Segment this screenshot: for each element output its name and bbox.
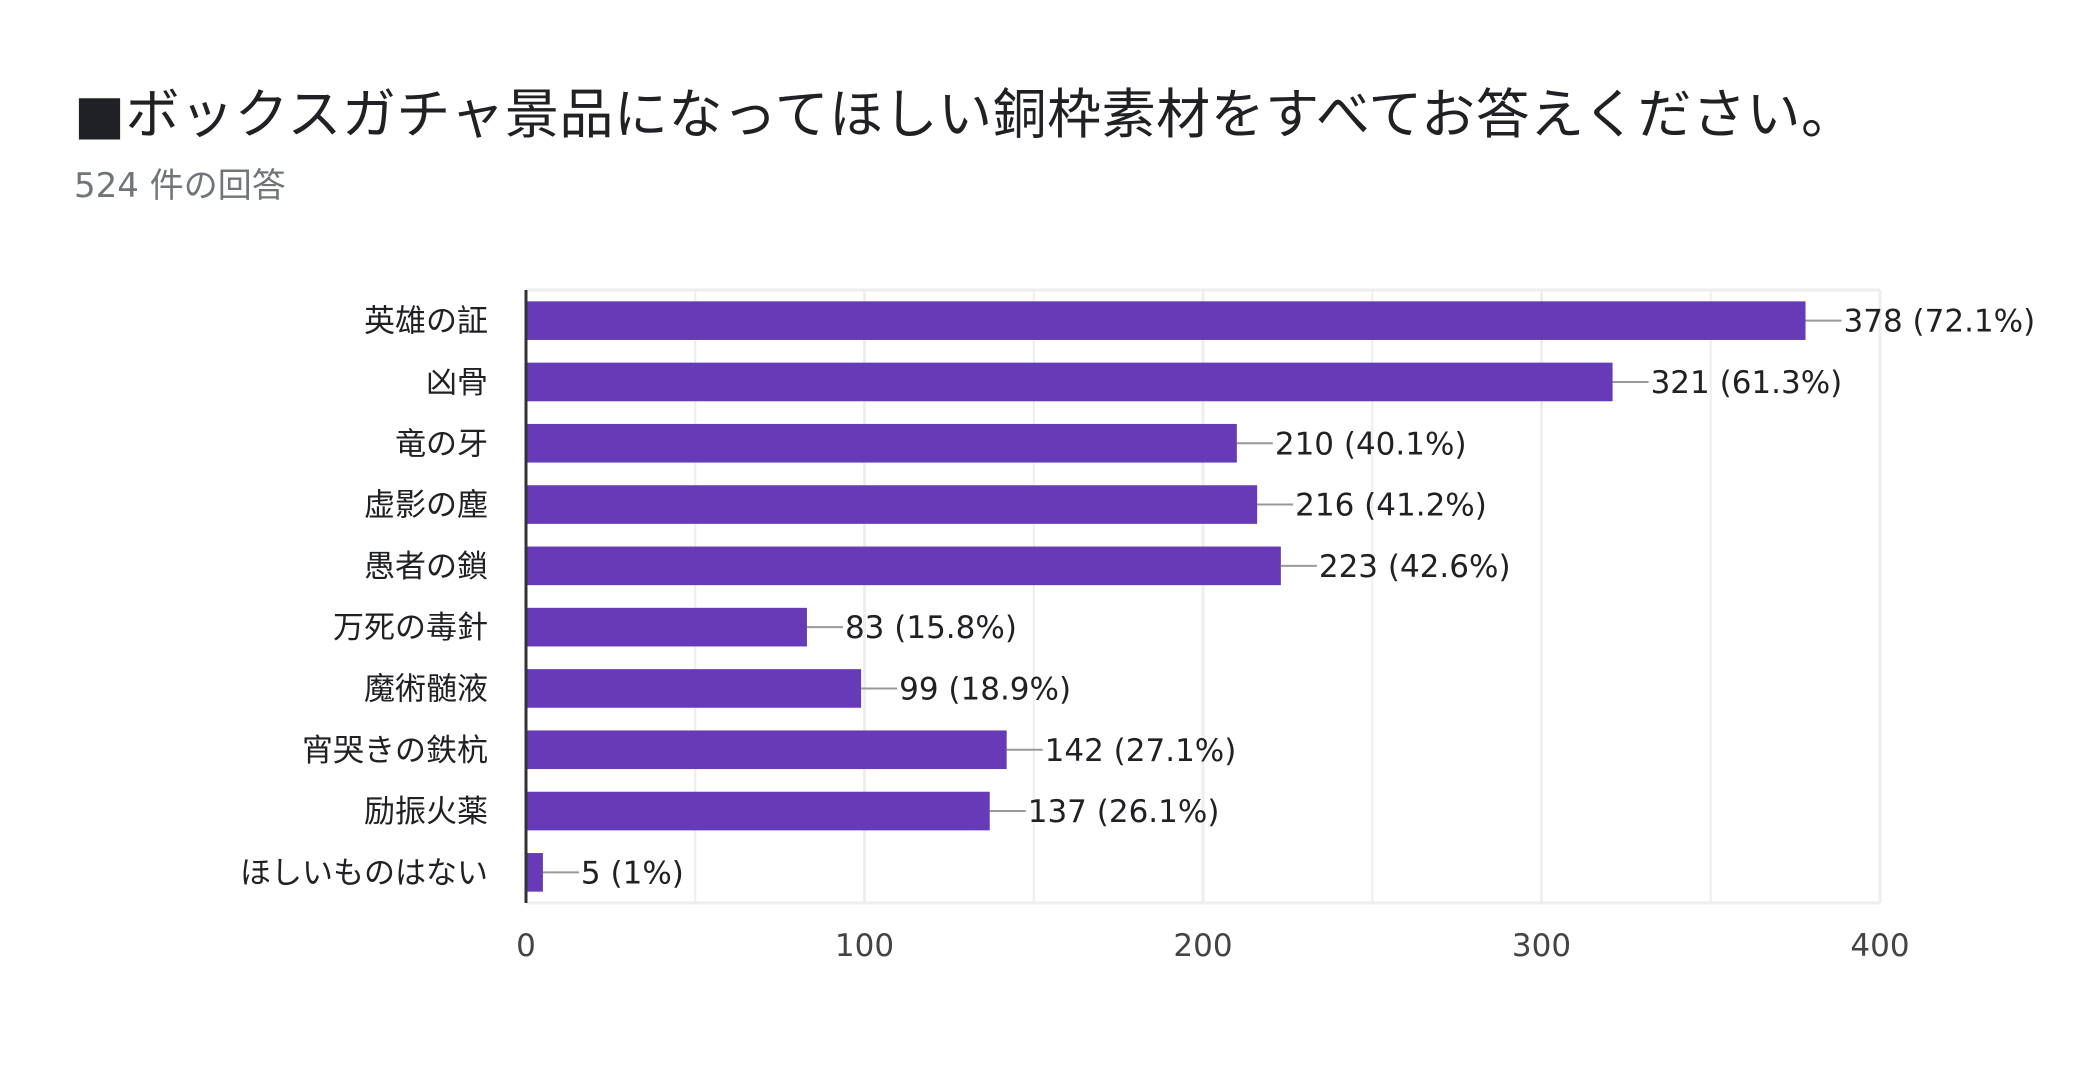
- category-label: 愚者の鎖: [364, 549, 488, 585]
- data-label: 321 (61.3%): [1651, 365, 1843, 401]
- bar: [526, 423, 1237, 463]
- x-tick-label: 300: [1512, 928, 1571, 964]
- category-label: 虚影の塵: [364, 488, 488, 524]
- data-label: 142 (27.1%): [1045, 733, 1237, 769]
- category-label: 英雄の証: [364, 304, 488, 340]
- x-tick-label: 200: [1173, 928, 1232, 964]
- bar: [526, 607, 807, 647]
- x-tick-label: 0: [516, 928, 536, 964]
- category-label: 竜の牙: [395, 426, 488, 462]
- data-label: 210 (40.1%): [1275, 426, 1467, 462]
- bar: [526, 853, 543, 892]
- bar: [526, 485, 1258, 524]
- data-label: 99 (18.9%): [899, 671, 1071, 707]
- response-count: 524 件の回答: [74, 166, 286, 206]
- x-tick-label: 400: [1850, 928, 1909, 964]
- chart-title: ■ボックスガチャ景品になってほしい銅枠素材をすべてお答えください。: [74, 83, 1856, 146]
- category-label: 凶骨: [426, 365, 488, 401]
- bar: [526, 730, 1007, 770]
- bar: [526, 362, 1613, 402]
- category-label: 万死の毒針: [333, 610, 488, 646]
- category-label: 励振火薬: [364, 794, 488, 830]
- category-label: ほしいものはない: [240, 855, 488, 891]
- data-label: 83 (15.8%): [845, 610, 1017, 646]
- x-tick-label: 100: [835, 928, 894, 964]
- category-label: 宵哭きの鉄杭: [302, 733, 488, 769]
- bar: [526, 669, 862, 708]
- category-label: 魔術髄液: [364, 671, 488, 707]
- data-label: 223 (42.6%): [1319, 549, 1511, 585]
- data-label: 137 (26.1%): [1028, 794, 1220, 830]
- data-label: 378 (72.1%): [1844, 304, 2036, 340]
- bar: [526, 546, 1281, 586]
- bar: [526, 301, 1806, 340]
- bar: [526, 791, 990, 831]
- data-label: 216 (41.2%): [1295, 488, 1487, 524]
- data-label: 5 (1%): [581, 855, 684, 891]
